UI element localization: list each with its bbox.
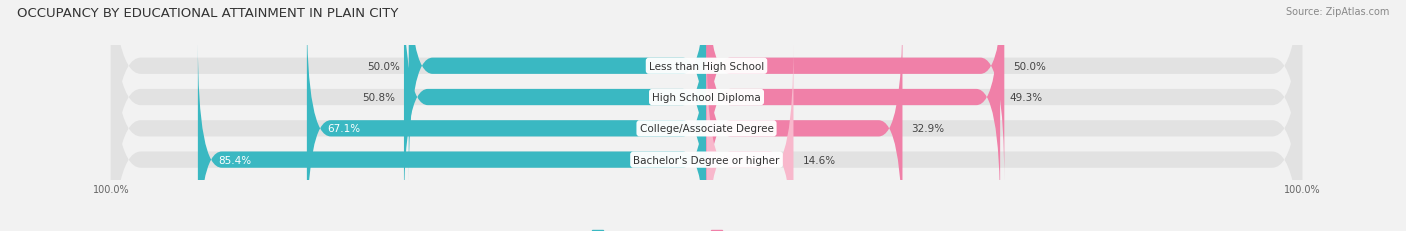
- Text: 50.8%: 50.8%: [361, 93, 395, 103]
- FancyBboxPatch shape: [707, 12, 903, 231]
- FancyBboxPatch shape: [198, 43, 707, 231]
- FancyBboxPatch shape: [409, 0, 707, 183]
- FancyBboxPatch shape: [707, 0, 1000, 214]
- Text: Source: ZipAtlas.com: Source: ZipAtlas.com: [1285, 7, 1389, 17]
- FancyBboxPatch shape: [111, 0, 1302, 231]
- Text: 67.1%: 67.1%: [328, 124, 361, 134]
- FancyBboxPatch shape: [707, 0, 1004, 183]
- Text: College/Associate Degree: College/Associate Degree: [640, 124, 773, 134]
- Text: 50.0%: 50.0%: [1014, 61, 1046, 71]
- Text: 85.4%: 85.4%: [219, 155, 252, 165]
- Text: High School Diploma: High School Diploma: [652, 93, 761, 103]
- FancyBboxPatch shape: [111, 0, 1302, 214]
- Text: 32.9%: 32.9%: [911, 124, 945, 134]
- Text: Less than High School: Less than High School: [650, 61, 763, 71]
- Text: 49.3%: 49.3%: [1010, 93, 1042, 103]
- FancyBboxPatch shape: [111, 0, 1302, 231]
- Text: OCCUPANCY BY EDUCATIONAL ATTAINMENT IN PLAIN CITY: OCCUPANCY BY EDUCATIONAL ATTAINMENT IN P…: [17, 7, 398, 20]
- Text: 14.6%: 14.6%: [803, 155, 835, 165]
- Legend: Owner-occupied, Renter-occupied: Owner-occupied, Renter-occupied: [588, 225, 825, 231]
- FancyBboxPatch shape: [111, 12, 1302, 231]
- Text: 50.0%: 50.0%: [367, 61, 399, 71]
- FancyBboxPatch shape: [707, 43, 793, 231]
- Text: Bachelor's Degree or higher: Bachelor's Degree or higher: [633, 155, 780, 165]
- FancyBboxPatch shape: [404, 0, 707, 214]
- FancyBboxPatch shape: [307, 12, 707, 231]
